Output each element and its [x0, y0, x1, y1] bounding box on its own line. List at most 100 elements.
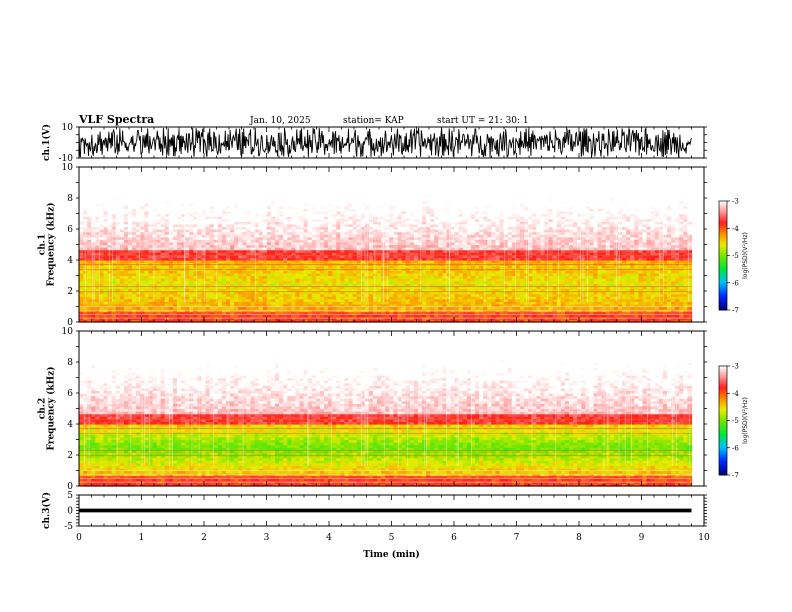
spectro-cell — [299, 298, 305, 302]
spectro-cell — [336, 280, 341, 284]
spectro-cell — [250, 241, 256, 246]
spectro-cell — [230, 221, 235, 225]
spectro-cell — [270, 260, 276, 264]
spectro-cell — [368, 185, 374, 189]
spectro-cell — [128, 177, 133, 181]
spectro-cell — [266, 213, 272, 217]
spectro-cell — [332, 311, 337, 315]
spectro-cell — [360, 275, 366, 279]
spectro-cell — [409, 254, 415, 259]
spectro-cell — [234, 291, 239, 295]
spectro-cell — [119, 285, 125, 290]
spectro-cell — [348, 293, 354, 297]
spectro-cell — [189, 257, 194, 261]
spectro-cell — [311, 241, 317, 246]
spectro-cell — [279, 298, 284, 302]
spectro-cell — [99, 187, 105, 191]
spectro-cell — [201, 221, 207, 225]
spectro-cell — [132, 226, 137, 230]
spectro-cell — [234, 216, 239, 220]
spectro-cell — [234, 272, 239, 277]
spectro-cell — [226, 213, 231, 217]
spectro-cell — [201, 260, 207, 264]
spectro-cell — [132, 174, 137, 178]
spectro-cell — [336, 198, 341, 202]
spectro-cell — [246, 236, 252, 240]
spectro-cell — [360, 252, 366, 256]
spectro-cell — [291, 275, 297, 279]
spectro-cell — [205, 298, 211, 302]
spectro-cell — [254, 254, 260, 259]
spectro-cell — [181, 185, 186, 189]
spectro-cell — [140, 280, 145, 284]
spectro-cell — [177, 285, 182, 290]
spectro-cell — [87, 296, 92, 300]
spectro-cell — [95, 314, 101, 318]
spectro-cell — [177, 298, 182, 302]
spectro-cell — [389, 213, 395, 217]
spectro-cell — [279, 283, 284, 287]
spectro-cell — [168, 226, 174, 230]
spectro-cell — [266, 195, 272, 199]
spectro-cell — [250, 210, 256, 215]
spectro-cell — [254, 192, 260, 197]
spectro-cell — [160, 208, 166, 212]
spectro-cell — [172, 278, 178, 282]
spectro-cell — [152, 303, 158, 308]
spectro-cell — [287, 272, 292, 277]
spectro-cell — [238, 296, 243, 300]
spectro-cell — [168, 205, 174, 209]
spectro-cell — [270, 272, 276, 277]
spectro-cell — [389, 187, 395, 191]
spectro-cell — [156, 169, 162, 173]
spectro-cell — [189, 244, 194, 248]
spectro-cell — [315, 301, 321, 305]
spectro-cell — [319, 205, 325, 209]
spectro-cell — [287, 280, 292, 284]
spectro-cell — [242, 257, 248, 261]
spectro-cell — [140, 213, 145, 217]
spectro-cell — [360, 177, 366, 181]
spectro-cell — [168, 278, 174, 282]
spectro-cell — [119, 270, 125, 274]
spectro-cell — [160, 319, 166, 323]
spectro-cell — [177, 205, 182, 209]
spectro-cell — [377, 301, 382, 305]
spectro-cell — [311, 303, 317, 308]
spectro-cell — [238, 221, 243, 225]
spectro-cell — [254, 262, 260, 266]
spectro-cell — [389, 280, 395, 284]
spectro-cell — [242, 265, 248, 269]
spectro-cell — [160, 260, 166, 264]
spectro-cell — [332, 223, 337, 228]
spectro-cell — [262, 182, 268, 186]
spectro-cell — [238, 288, 243, 292]
spectro-cell — [258, 319, 264, 323]
spectro-cell — [279, 208, 284, 212]
spectro-cell — [303, 218, 309, 222]
spectro-cell — [307, 275, 313, 279]
spectro-cell — [156, 226, 162, 230]
spectro-cell — [340, 223, 346, 228]
spectro-cell — [250, 174, 256, 178]
spectro-cell — [319, 249, 325, 253]
spectro-cell — [201, 265, 207, 269]
spectro-cell — [140, 298, 145, 302]
spectro-cell — [213, 231, 219, 235]
spectro-cell — [136, 311, 141, 315]
spectro-cell — [299, 198, 305, 202]
spectro-cell — [291, 174, 297, 178]
spectro-cell — [275, 283, 280, 287]
spectro-cell — [156, 272, 162, 277]
spectro-cell — [328, 319, 333, 323]
spectro-cell — [393, 210, 399, 215]
spectro-cell — [226, 216, 231, 220]
spectro-cell — [405, 257, 411, 261]
spectro-cell — [189, 283, 194, 287]
spectro-cell — [242, 182, 248, 186]
spectro-cell — [328, 296, 333, 300]
spectro-cell — [197, 278, 203, 282]
spectro-cell — [254, 226, 260, 230]
spectro-cell — [221, 265, 227, 269]
spectro-cell — [262, 190, 268, 194]
